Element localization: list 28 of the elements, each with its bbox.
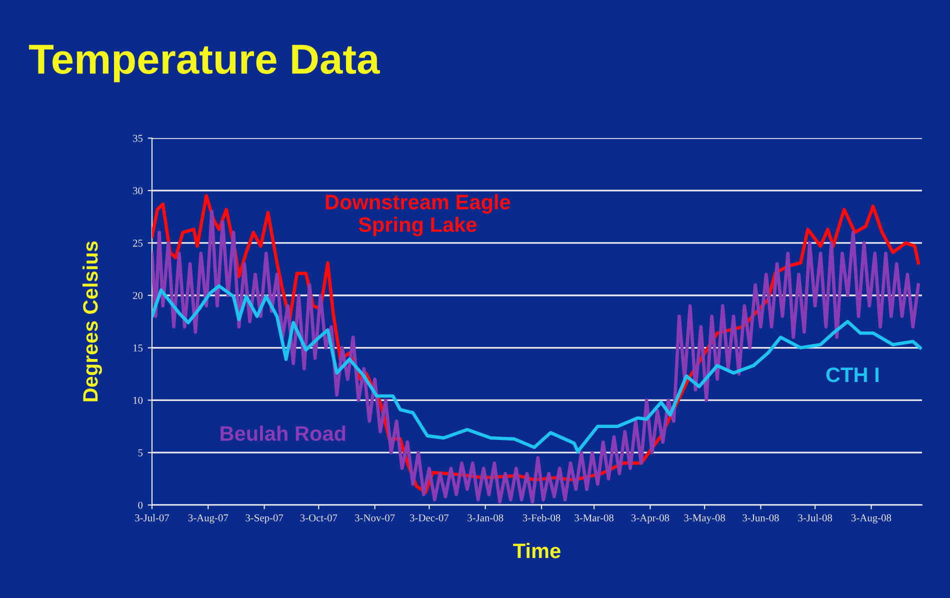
y-tick-label: 10 xyxy=(133,396,143,404)
x-tick-label: 3-Jul-07 xyxy=(135,514,170,522)
series-label: Downstream Eagle Spring Lake xyxy=(326,194,510,236)
y-tick-label: 25 xyxy=(133,240,143,247)
x-tick-label: 3-Dec-07 xyxy=(410,514,449,522)
y-tick-label: 5 xyxy=(138,449,143,456)
x-axis-title: Time xyxy=(513,542,560,558)
x-tick-label: 3-Oct-07 xyxy=(300,514,338,522)
x-tick-label: 3-Aug-07 xyxy=(188,514,228,524)
x-tick-label: 3-May-08 xyxy=(684,514,725,524)
x-tick-label: 3-Apr-08 xyxy=(631,514,670,524)
x-tick-label: 3-Mar-08 xyxy=(574,514,614,522)
x-tick-label: 3-Feb-08 xyxy=(522,514,560,522)
x-tick-label: 3-Jul-08 xyxy=(798,514,832,522)
x-tick-label: 3-Sep-07 xyxy=(246,514,284,524)
y-axis-title: Degrees Celsius xyxy=(82,241,102,402)
y-tick-label: 20 xyxy=(133,292,143,300)
x-tick-label: 3-Jun-08 xyxy=(742,514,779,522)
x-tick-label: 3-Jan-08 xyxy=(468,514,504,522)
y-tick-label: 0 xyxy=(138,502,143,509)
chart-title: Temperature Data xyxy=(28,44,380,82)
x-tick-label: 3-Nov-07 xyxy=(355,514,395,522)
y-tick-label: 30 xyxy=(133,187,143,194)
x-tick-label: 3-Aug-08 xyxy=(851,514,892,524)
y-tick-label: 35 xyxy=(133,134,143,142)
series-label: Beulah Road xyxy=(220,426,346,441)
series-label: CTH I xyxy=(826,367,878,382)
y-tick-label: 15 xyxy=(133,344,143,352)
